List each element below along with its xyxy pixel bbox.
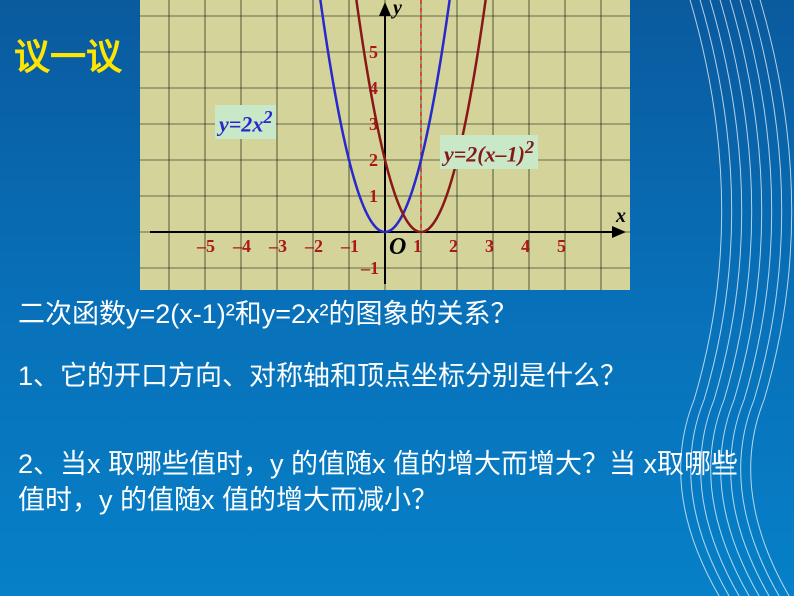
svg-text:–1: –1 <box>360 258 379 278</box>
svg-text:O: O <box>389 234 406 260</box>
question-2: 2、当x 取哪些值时，y 的值随x 值的增大而增大？当 x取哪些值时，y 的值随… <box>18 446 758 519</box>
series-label-red: y=2(x–1)2 <box>440 135 538 169</box>
svg-text:–4: –4 <box>232 236 251 256</box>
page-title: 议一议 <box>14 28 122 80</box>
chart-container: xyO–5–4–3–2–11234512345–1 y=2x2 y=2(x–1)… <box>140 0 630 290</box>
chart-svg: xyO–5–4–3–2–11234512345–1 <box>140 0 630 290</box>
svg-text:2: 2 <box>449 236 458 256</box>
svg-text:2: 2 <box>369 150 378 170</box>
question-1: 1、它的开口方向、对称轴和顶点坐标分别是什么？ <box>18 358 758 394</box>
svg-text:–1: –1 <box>340 236 359 256</box>
svg-text:3: 3 <box>485 236 494 256</box>
svg-text:1: 1 <box>369 186 378 206</box>
svg-text:–2: –2 <box>304 236 323 256</box>
svg-text:x: x <box>615 205 626 227</box>
series-label-blue: y=2x2 <box>215 105 276 139</box>
question-relation: 二次函数y=2(x-1)²和y=2x²的图象的关系？ <box>18 296 758 332</box>
svg-text:–5: –5 <box>196 236 215 256</box>
svg-text:5: 5 <box>369 42 378 62</box>
svg-text:–3: –3 <box>268 236 287 256</box>
svg-text:y: y <box>391 0 402 19</box>
svg-text:5: 5 <box>557 236 566 256</box>
svg-text:4: 4 <box>521 236 530 256</box>
svg-text:1: 1 <box>413 236 422 256</box>
